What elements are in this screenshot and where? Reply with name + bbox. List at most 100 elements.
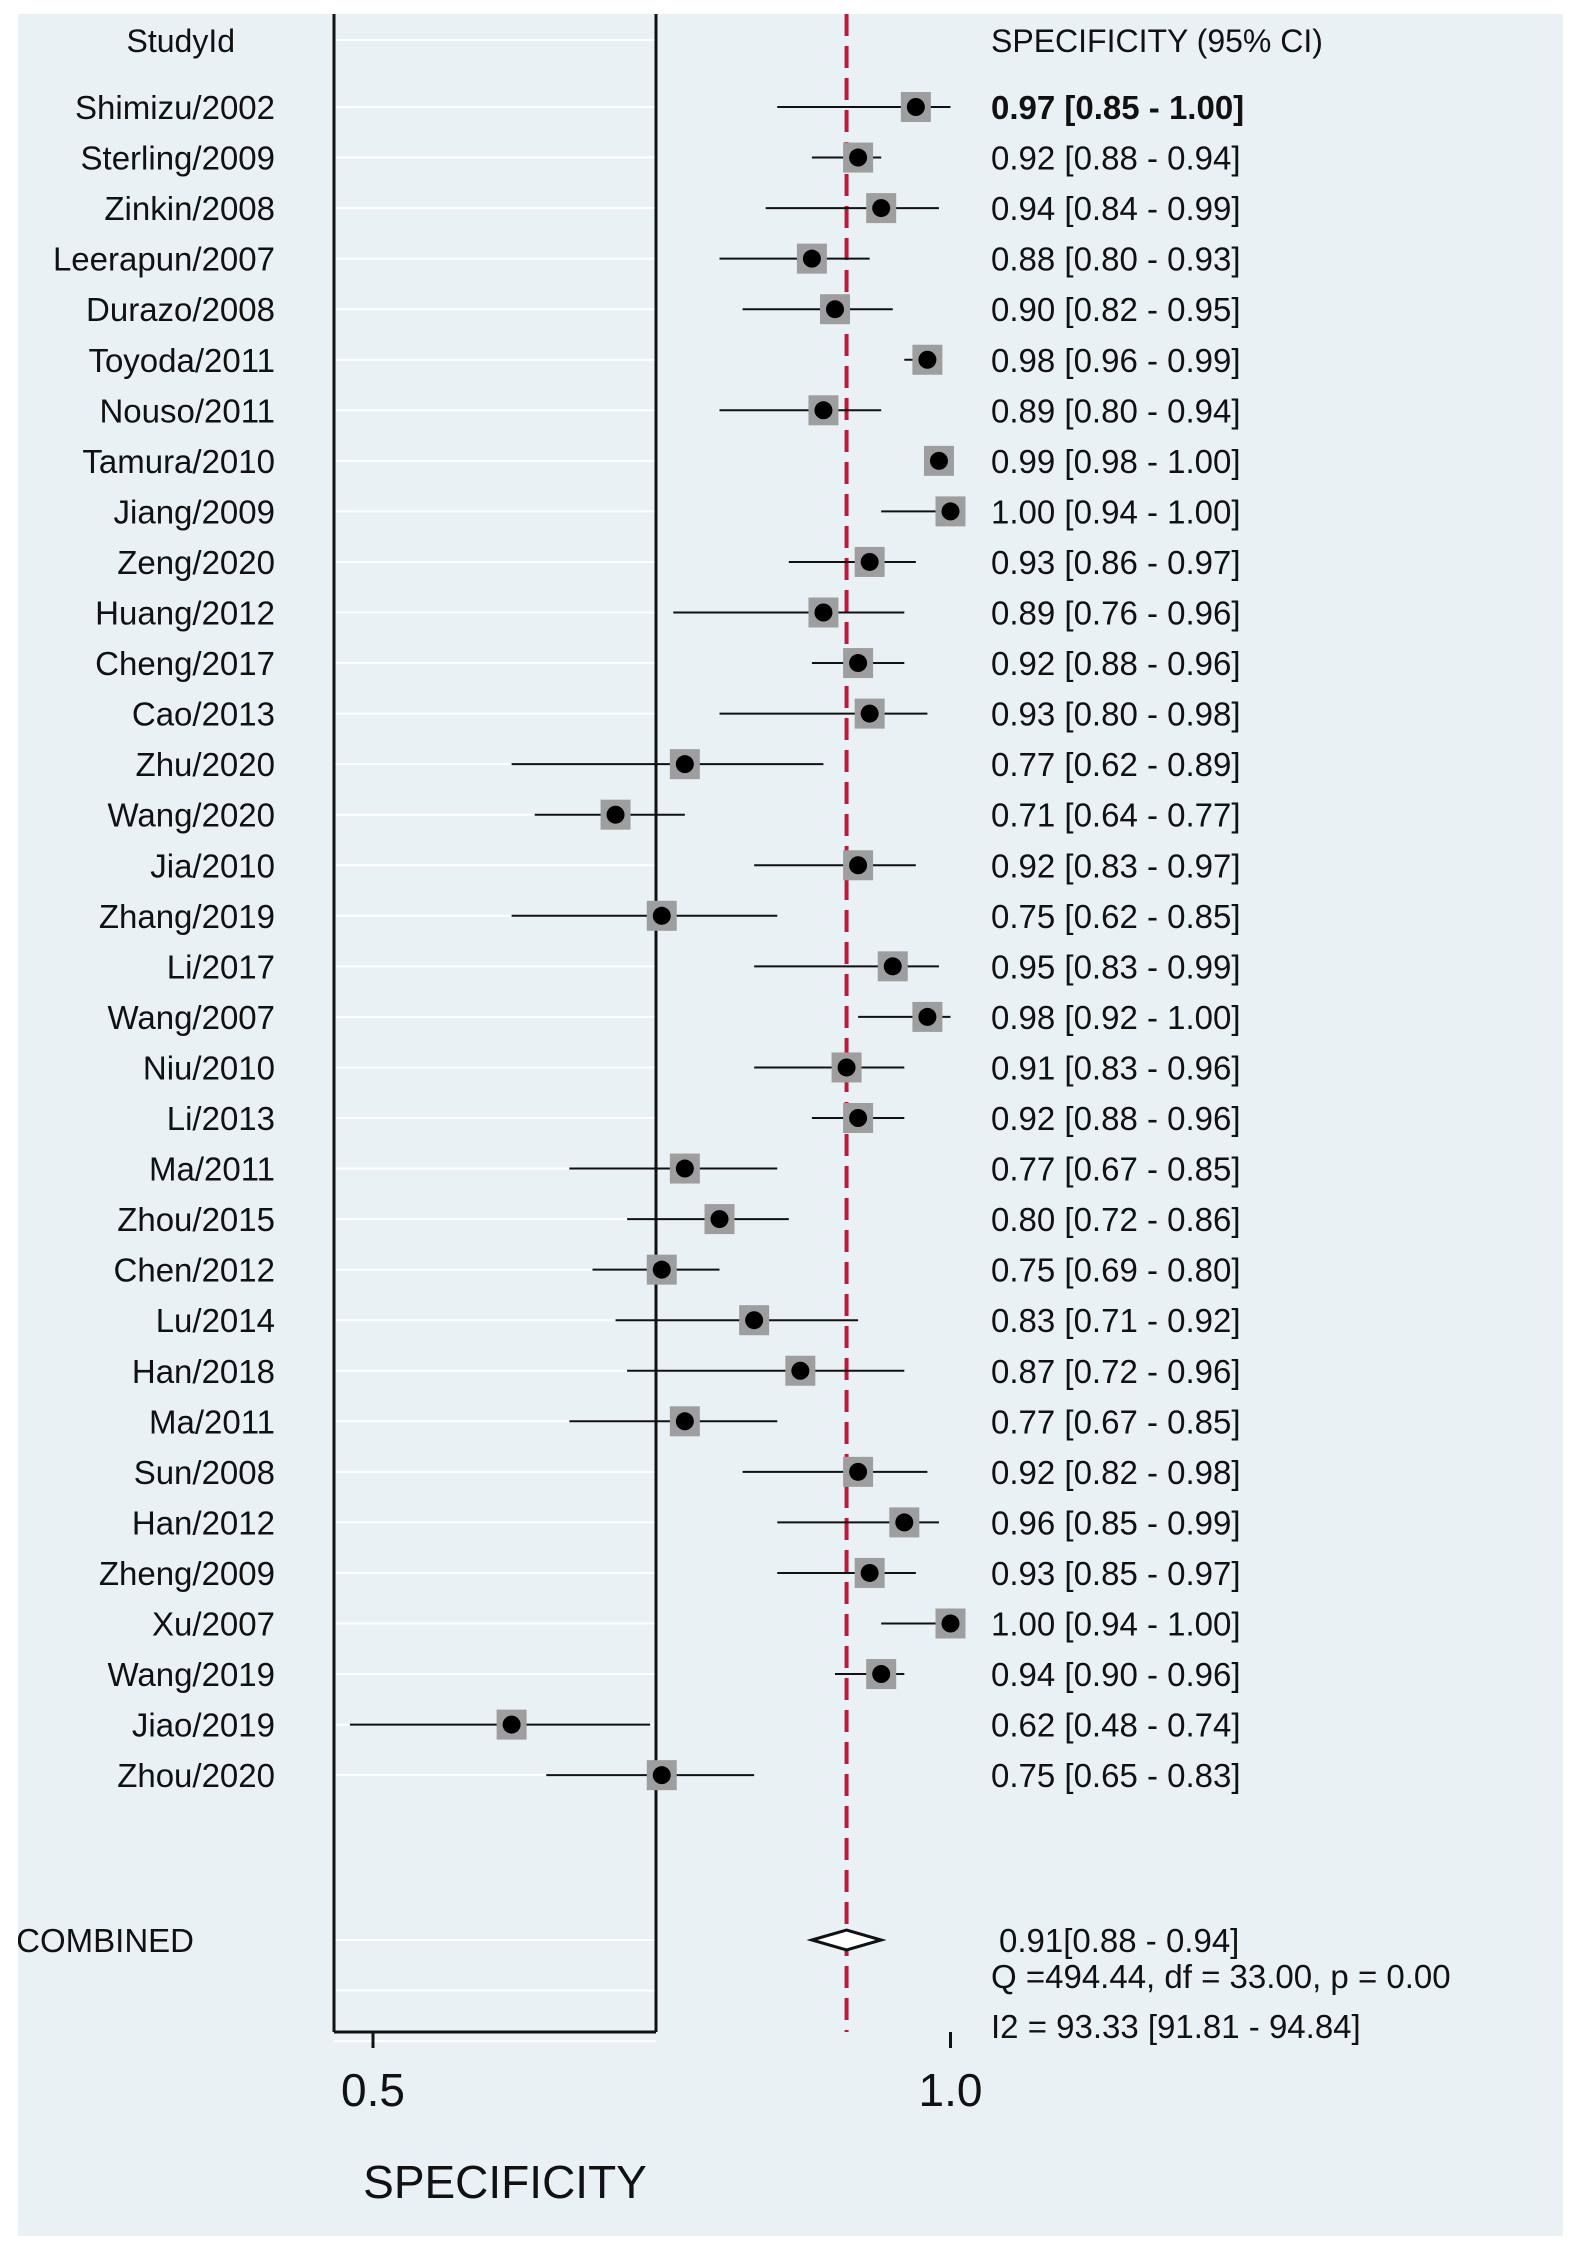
- study-name: Chen/2012: [114, 1252, 275, 1289]
- study-ci-label: 0.93 [0.80 - 0.98]: [991, 696, 1241, 733]
- study-name: Cheng/2017: [95, 645, 275, 682]
- point-estimate: [652, 906, 671, 925]
- point-estimate: [906, 98, 925, 116]
- study-ci-label: 0.98 [0.96 - 0.99]: [991, 342, 1241, 379]
- point-estimate: [745, 1311, 764, 1330]
- study-name: Zheng/2009: [99, 1555, 275, 1592]
- study-name: Sterling/2009: [81, 140, 275, 177]
- heterogeneity-stat: I2 = 93.33 [91.81 - 94.84]: [991, 2008, 1361, 2045]
- point-estimate: [918, 350, 937, 369]
- study-ci-label: 0.92 [0.83 - 0.97]: [991, 847, 1241, 884]
- point-estimate: [883, 957, 902, 976]
- study-ci-label: 0.75 [0.65 - 0.83]: [991, 1757, 1241, 1794]
- study-name: Ma/2011: [149, 1403, 275, 1440]
- study-ci-label: 0.89 [0.76 - 0.96]: [991, 595, 1241, 632]
- study-name: Zeng/2020: [117, 544, 275, 581]
- study-name: Nouso/2011: [99, 392, 275, 429]
- study-name: Lu/2014: [156, 1302, 275, 1339]
- study-ci-label: 0.92 [0.88 - 0.94]: [991, 140, 1241, 177]
- combined-ci-label: 0.91[0.88 - 0.94]: [999, 1922, 1239, 1959]
- point-estimate: [710, 1210, 729, 1229]
- study-name: Wang/2019: [107, 1656, 275, 1693]
- point-estimate: [826, 300, 844, 319]
- point-estimate: [814, 603, 833, 622]
- study-name: Han/2012: [132, 1504, 275, 1541]
- study-ci-label: 0.75 [0.69 - 0.80]: [991, 1252, 1241, 1289]
- left-header: StudyId: [126, 23, 235, 59]
- study-ci-label: 0.71 [0.64 - 0.77]: [991, 797, 1241, 834]
- point-estimate: [895, 1513, 914, 1532]
- point-estimate: [849, 1109, 868, 1127]
- point-estimate: [675, 1412, 694, 1431]
- study-name: Wang/2007: [107, 999, 275, 1036]
- point-estimate: [849, 1462, 868, 1481]
- study-name: Jia/2010: [150, 847, 275, 884]
- right-header: SPECIFICITY (95% CI): [991, 23, 1323, 59]
- point-estimate: [791, 1361, 810, 1380]
- combined-label: COMBINED: [18, 1922, 194, 1959]
- study-ci-label: 0.95 [0.83 - 0.99]: [991, 948, 1241, 985]
- study-ci-label: 0.92 [0.88 - 0.96]: [991, 645, 1241, 682]
- study-name: Wang/2020: [107, 797, 275, 834]
- point-estimate: [675, 755, 694, 774]
- chart-background: 0.5 1.0 SPECIFICITY StudyId SPECIFICITY (95%…: [18, 14, 1563, 2236]
- study-ci-label: 0.96 [0.85 - 0.99]: [991, 1504, 1241, 1541]
- point-estimate: [802, 249, 821, 268]
- study-ci-label: 0.93 [0.86 - 0.97]: [991, 544, 1241, 581]
- study-name: Zhu/2020: [136, 746, 275, 783]
- study-name: Xu/2007: [152, 1606, 275, 1643]
- study-name: Zhou/2015: [117, 1201, 275, 1238]
- point-estimate: [849, 856, 868, 875]
- study-name: Toyoda/2011: [88, 342, 275, 379]
- point-estimate: [860, 1563, 879, 1582]
- study-ci-label: 0.77 [0.67 - 0.85]: [991, 1151, 1241, 1188]
- study-name: Jiao/2019: [132, 1707, 275, 1744]
- study-ci-label: 0.90 [0.82 - 0.95]: [991, 291, 1241, 328]
- study-name: Cao/2013: [132, 696, 275, 733]
- study-ci-label: 1.00 [0.94 - 1.00]: [991, 1606, 1241, 1643]
- x-tick-label: 0.5: [341, 2064, 405, 2116]
- study-ci-label: 0.80 [0.72 - 0.86]: [991, 1201, 1241, 1238]
- point-estimate: [502, 1715, 521, 1734]
- study-name: Shimizu/2002: [75, 89, 275, 126]
- forest-plot: 0.5 1.0 SPECIFICITY StudyId SPECIFICITY (95%…: [18, 14, 1451, 2208]
- study-ci-label: 0.91 [0.83 - 0.96]: [991, 1049, 1241, 1086]
- point-estimate: [849, 654, 868, 673]
- point-estimate: [941, 502, 960, 521]
- study-name: Zhou/2020: [117, 1757, 275, 1794]
- point-estimate: [929, 451, 948, 470]
- study-name: Niu/2010: [143, 1049, 275, 1086]
- study-ci-label: 0.75 [0.62 - 0.85]: [991, 898, 1241, 935]
- x-tick-label: 1.0: [919, 2064, 983, 2116]
- point-estimate: [606, 805, 625, 824]
- study-ci-label: 0.83 [0.71 - 0.92]: [991, 1302, 1241, 1339]
- study-ci-label: 0.77 [0.67 - 0.85]: [991, 1403, 1241, 1440]
- study-ci-label: 0.93 [0.85 - 0.97]: [991, 1555, 1241, 1592]
- study-name: Zhang/2019: [99, 898, 275, 935]
- point-estimate: [872, 1665, 891, 1684]
- x-axis-title: SPECIFICITY: [363, 2156, 647, 2208]
- combined-diamond: [806, 1928, 887, 1952]
- point-estimate: [849, 148, 868, 167]
- study-ci-label: 0.89 [0.80 - 0.94]: [991, 392, 1241, 429]
- study-ci-label: 0.94 [0.84 - 0.99]: [991, 190, 1241, 227]
- point-estimate: [918, 1007, 937, 1026]
- point-estimate: [941, 1614, 960, 1633]
- point-estimate: [675, 1159, 694, 1178]
- point-estimate: [837, 1058, 856, 1077]
- study-name: Sun/2008: [134, 1454, 275, 1491]
- study-ci-label: 0.88 [0.80 - 0.93]: [991, 241, 1241, 278]
- study-name: Huang/2012: [95, 595, 275, 632]
- study-ci-label: 1.00 [0.94 - 1.00]: [991, 493, 1241, 530]
- point-estimate: [814, 401, 833, 420]
- study-name: Ma/2011: [149, 1151, 275, 1188]
- study-name: Zinkin/2008: [104, 190, 275, 227]
- study-name: Leerapun/2007: [53, 241, 275, 278]
- point-estimate: [872, 199, 891, 218]
- point-estimate: [652, 1260, 671, 1279]
- heterogeneity-stat: Q =494.44, df = 33.00, p = 0.00: [991, 1958, 1451, 1995]
- study-name: Jiang/2009: [114, 493, 275, 530]
- point-estimate: [860, 552, 879, 571]
- study-ci-label: 0.92 [0.88 - 0.96]: [991, 1100, 1241, 1137]
- study-ci-label: 0.94 [0.90 - 0.96]: [991, 1656, 1241, 1693]
